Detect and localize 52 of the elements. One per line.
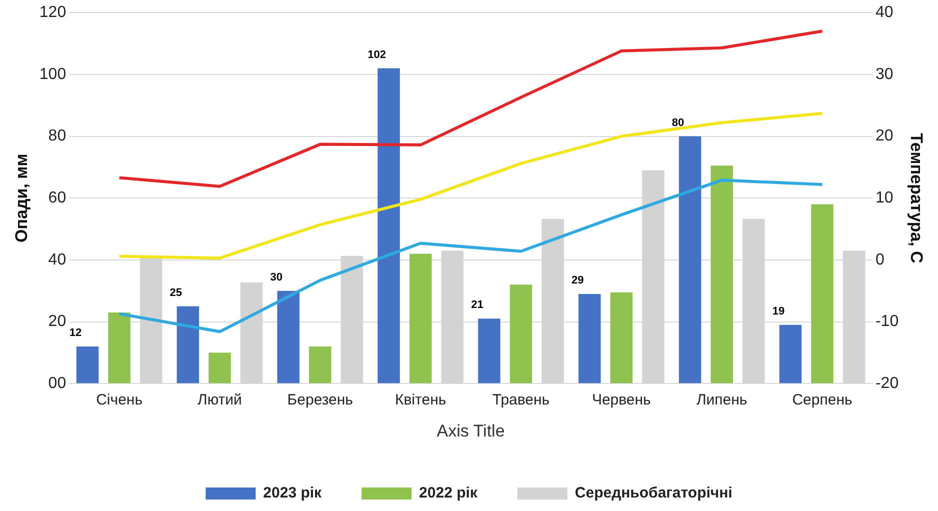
bar [710,166,733,384]
x-tick-label: Травень [492,392,550,409]
legend-label: Середньобагаторічні [574,484,732,502]
x-tick-label: Квітень [394,392,446,409]
y2-tick-label: 10 [875,190,894,207]
bar [277,290,300,384]
data-label: 102 [368,48,386,61]
bar [409,254,432,384]
data-label: 19 [772,305,785,318]
bar [779,324,802,384]
legend-label: 2022 рік [419,484,478,502]
y2-tick-label: 40 [875,4,894,22]
bar [176,306,200,384]
x-tick-label: Серпень [792,392,852,409]
y-tick-label: 120 [39,4,66,22]
y-tick-label: 80 [48,128,66,145]
y2-tick-label: 0 [875,251,884,268]
y-tick-label: 20 [48,313,66,330]
bar [478,318,500,384]
bar [208,352,231,384]
bar [76,346,99,384]
bar [108,312,130,384]
x-tick-label: Червень [592,392,652,409]
x-tick-label: Липень [696,392,748,409]
bar [378,68,400,384]
y-tick-label: 40 [48,251,66,268]
x-tick-label: Березень [287,392,354,409]
y2-tick-label: -10 [875,313,899,330]
data-label: 80 [672,116,684,129]
bar [510,284,532,384]
y2-axis-title: Температура, С [907,132,926,264]
y-tick-label: 100 [39,66,66,83]
data-label: 12 [69,327,82,340]
bar [678,136,702,384]
data-label: 30 [270,271,282,284]
y-axis-title: Опади, мм [12,154,31,242]
legend-label: 2023 рік [263,484,322,502]
data-label: 29 [571,274,584,286]
data-label: 25 [170,286,182,299]
y2-tick-label: 30 [875,66,894,83]
y2-tick-label: -20 [875,375,899,392]
bar [578,294,601,384]
y-tick-label: 00 [48,375,66,392]
bar [610,292,633,384]
y-tick-label: 60 [48,190,66,207]
data-label: 21 [471,299,484,312]
x-tick-label: Лютий [198,392,242,409]
x-tick-label: Січень [96,392,143,409]
bar [309,346,332,384]
bar [811,204,834,384]
y2-tick-label: 20 [875,128,894,145]
x-axis-title: Axis Title [436,421,505,440]
